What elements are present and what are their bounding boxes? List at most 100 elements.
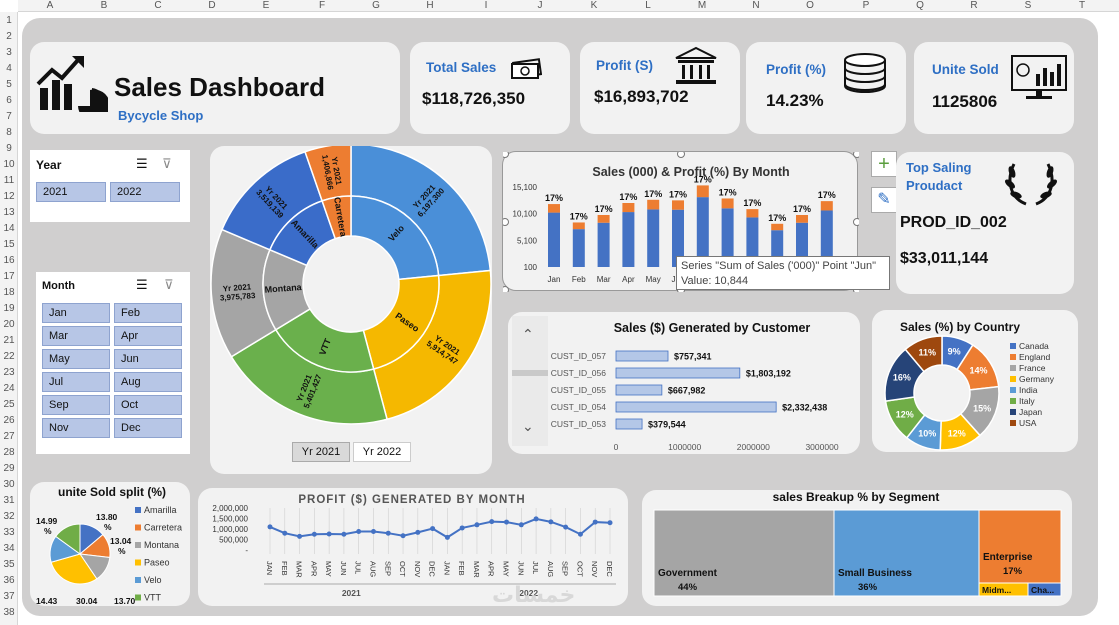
column-header[interactable]: E — [262, 0, 270, 11]
column-header[interactable]: B — [100, 0, 108, 11]
slicer-item-may[interactable]: May — [42, 349, 110, 369]
row-header[interactable]: 25 — [3, 399, 15, 410]
slicer-item-feb[interactable]: Feb — [114, 303, 182, 323]
row-header[interactable]: 23 — [3, 367, 15, 378]
slicer-item-jul[interactable]: Jul — [42, 372, 110, 392]
multi-select-icon[interactable]: ☰ — [136, 277, 148, 292]
resize-handle — [677, 150, 685, 158]
row-header[interactable]: 35 — [3, 559, 15, 570]
row-header[interactable]: 38 — [3, 607, 15, 618]
scroll-up-icon[interactable]: ⌃ — [522, 326, 534, 342]
column-header[interactable]: R — [970, 0, 978, 11]
column-header[interactable]: M — [697, 0, 707, 11]
row-header[interactable]: 10 — [3, 159, 15, 170]
tab-yr-2021[interactable]: Yr 2021 — [292, 442, 350, 462]
row-header[interactable]: 11 — [3, 175, 15, 186]
column-header[interactable]: P — [862, 0, 870, 11]
slicer-item-nov[interactable]: Nov — [42, 418, 110, 438]
column-header[interactable]: F — [318, 0, 326, 11]
row-header[interactable]: 2 — [6, 31, 12, 42]
slicer-label: Month — [42, 280, 75, 292]
slicer-item-2021[interactable]: 2021 — [36, 182, 106, 202]
row-header[interactable]: 17 — [3, 271, 15, 282]
top-title: Top Saling — [906, 160, 972, 175]
sunburst-card: Velo Yr 20216,197,300 Paseo Yr 20215,914,74… — [210, 146, 492, 474]
row-header[interactable]: 29 — [3, 463, 15, 474]
row-header[interactable]: 20 — [3, 319, 15, 330]
clear-filter-icon[interactable]: ⊽ — [164, 277, 174, 292]
year-slicer: Year ☰ ⊽ 2021 2022 — [30, 150, 190, 222]
legend-label: Amarilla — [144, 505, 177, 515]
row-header[interactable]: 18 — [3, 287, 15, 298]
column-header[interactable]: K — [590, 0, 598, 11]
row-header[interactable]: 22 — [3, 351, 15, 362]
slicer-item-2022[interactable]: 2022 — [110, 182, 180, 202]
row-header[interactable]: 6 — [6, 95, 12, 106]
row-header[interactable]: 16 — [3, 255, 15, 266]
slicer-item-oct[interactable]: Oct — [114, 395, 182, 415]
group-label: 2022 — [519, 588, 538, 598]
row-header[interactable]: 26 — [3, 415, 15, 426]
profit-bar — [672, 200, 684, 210]
row-header[interactable]: 3 — [6, 47, 12, 58]
column-header[interactable]: O — [806, 0, 814, 11]
sales-bar — [622, 212, 635, 267]
slicer-item-aug[interactable]: Aug — [114, 372, 182, 392]
scroll-thumb[interactable] — [512, 370, 548, 376]
kpi-value: 14.23% — [766, 91, 824, 110]
column-header[interactable]: L — [645, 0, 651, 11]
row-header[interactable]: 36 — [3, 575, 15, 586]
y-tick-label: CUST_ID_057 — [551, 351, 607, 361]
slicer-item-sep[interactable]: Sep — [42, 395, 110, 415]
row-header[interactable]: 37 — [3, 591, 15, 602]
tab-yr-2022[interactable]: Yr 2022 — [353, 442, 411, 462]
column-header[interactable]: J — [537, 0, 543, 11]
row-header[interactable]: 14 — [3, 223, 15, 234]
chart-styles-button[interactable]: ✎ — [871, 187, 897, 213]
row-header[interactable]: 21 — [3, 335, 15, 346]
scroll-down-icon[interactable]: ⌄ — [522, 418, 534, 434]
sunburst-inner-label: Montana — [264, 282, 303, 295]
slicer-item-apr[interactable]: Apr — [114, 326, 182, 346]
row-header[interactable]: 27 — [3, 431, 15, 442]
row-header[interactable]: 9 — [6, 143, 12, 154]
row-header[interactable]: 1 — [6, 15, 12, 26]
column-header[interactable]: G — [372, 0, 380, 11]
row-header[interactable]: 19 — [3, 303, 15, 314]
column-header[interactable]: D — [208, 0, 216, 11]
row-header[interactable]: 13 — [3, 207, 15, 218]
column-header[interactable]: I — [484, 0, 488, 11]
column-header[interactable]: Q — [916, 0, 924, 11]
slicer-item-dec[interactable]: Dec — [114, 418, 182, 438]
legend-label: France — [1019, 363, 1046, 373]
column-header[interactable]: N — [752, 0, 760, 11]
row-header[interactable]: 7 — [6, 111, 12, 122]
column-header[interactable]: C — [154, 0, 162, 11]
country-donut-chart: Sales (%) by Country 9% Canada 14% England 15… — [884, 320, 1055, 451]
row-header[interactable]: 5 — [6, 79, 12, 90]
clear-filter-icon[interactable]: ⊽ — [162, 156, 172, 171]
row-header[interactable]: 31 — [3, 495, 15, 506]
column-header[interactable]: T — [1078, 0, 1086, 11]
multi-select-icon[interactable]: ☰ — [136, 156, 148, 171]
column-header[interactable]: H — [426, 0, 434, 11]
row-header[interactable]: 8 — [6, 127, 12, 138]
row-header[interactable]: 33 — [3, 527, 15, 538]
row-header[interactable]: 32 — [3, 511, 15, 522]
row-header[interactable]: 12 — [3, 191, 15, 202]
legend-swatch — [1010, 387, 1016, 393]
row-header[interactable]: 34 — [3, 543, 15, 554]
slicer-item-mar[interactable]: Mar — [42, 326, 110, 346]
chart-elements-button[interactable]: + — [871, 151, 897, 177]
slicer-item-jun[interactable]: Jun — [114, 349, 182, 369]
scroll-strip — [512, 316, 548, 446]
row-header[interactable]: 28 — [3, 447, 15, 458]
slicer-item-jan[interactable]: Jan — [42, 303, 110, 323]
row-header[interactable]: 24 — [3, 383, 15, 394]
row-header[interactable]: 15 — [3, 239, 15, 250]
row-header[interactable]: 30 — [3, 479, 15, 490]
row-header[interactable]: 4 — [6, 63, 12, 74]
column-header[interactable]: S — [1024, 0, 1032, 11]
dashboard-subtitle: Bycycle Shop — [118, 108, 204, 123]
column-header[interactable]: A — [46, 0, 54, 11]
